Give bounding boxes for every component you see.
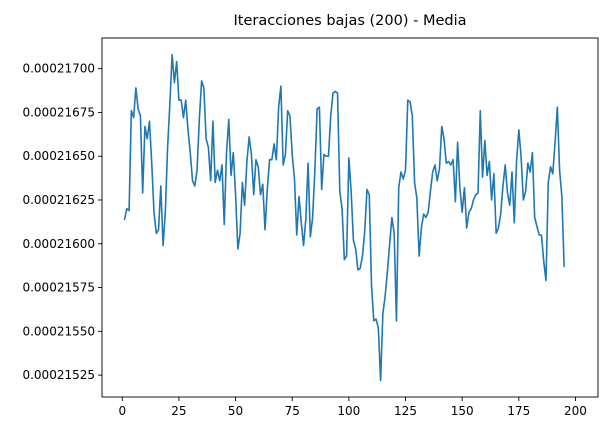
x-tick-label: 175 <box>507 404 530 418</box>
x-axis: 0 25 50 75 100 125 150 175 200 <box>118 397 587 418</box>
y-tick-label: 0.00021525 <box>22 368 95 382</box>
y-tick-label: 0.00021600 <box>22 237 95 251</box>
y-tick-label: 0.00021650 <box>22 149 95 163</box>
x-tick-label: 125 <box>394 404 417 418</box>
x-tick-label: 0 <box>118 404 126 418</box>
x-tick-label: 150 <box>451 404 474 418</box>
y-tick-label: 0.00021575 <box>22 281 95 295</box>
y-tick-label: 0.00021625 <box>22 193 95 207</box>
series-line <box>123 53 565 382</box>
x-tick-label: 75 <box>285 404 300 418</box>
x-tick-label: 25 <box>171 404 186 418</box>
y-tick-label: 0.00021675 <box>22 105 95 119</box>
x-tick-label: 100 <box>337 404 360 418</box>
y-axis: 0.00021525 0.00021550 0.00021575 0.00021600… <box>22 62 102 382</box>
x-tick-label: 200 <box>564 404 587 418</box>
chart-title: Iteracciones bajas (200) - Media <box>233 13 466 29</box>
y-tick-label: 0.00021550 <box>22 324 95 338</box>
y-tick-label: 0.00021700 <box>22 62 95 76</box>
plot-area <box>102 38 598 397</box>
plot-frame <box>101 37 599 398</box>
x-tick-label: 50 <box>228 404 243 418</box>
